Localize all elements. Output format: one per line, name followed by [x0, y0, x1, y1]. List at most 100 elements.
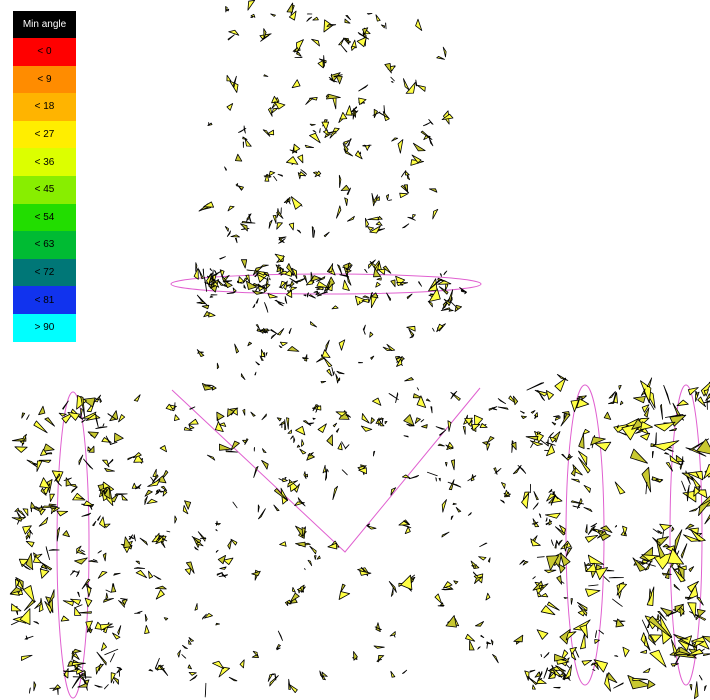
mesh-element — [95, 413, 108, 430]
mesh-element — [265, 283, 278, 299]
mesh-element — [274, 299, 285, 307]
mesh-element — [206, 269, 214, 289]
mesh-element — [366, 12, 373, 15]
mesh-element — [270, 13, 276, 17]
mesh-element — [72, 492, 86, 501]
mesh-element — [603, 576, 624, 583]
mesh-element — [268, 170, 278, 182]
mesh-element — [294, 497, 306, 507]
mesh-element — [182, 500, 192, 515]
mesh-element — [685, 438, 710, 457]
mesh-element — [652, 450, 654, 459]
mesh-element — [46, 470, 64, 494]
mesh-element — [203, 310, 216, 318]
mesh-element — [257, 504, 266, 520]
mesh-element — [354, 292, 373, 306]
mesh-element — [321, 119, 330, 131]
mesh-element — [277, 630, 283, 641]
mesh-element — [139, 537, 148, 546]
mesh-element — [587, 554, 604, 565]
mesh-element — [689, 507, 699, 512]
mesh-element — [616, 581, 627, 599]
mesh-element — [207, 122, 213, 126]
mesh-element — [279, 541, 287, 547]
mesh-element — [651, 476, 664, 483]
mesh-element — [416, 387, 420, 391]
mesh-element — [240, 220, 256, 232]
mesh-element — [425, 398, 431, 402]
mesh-element — [314, 286, 324, 296]
mesh-element — [459, 287, 467, 295]
mesh-element — [56, 510, 69, 517]
mesh-element — [20, 654, 33, 661]
mesh-element — [78, 454, 94, 470]
mesh-element — [700, 382, 710, 397]
mesh-element — [416, 84, 426, 92]
mesh-element — [321, 339, 331, 358]
mesh-element — [155, 488, 162, 495]
mesh-element — [105, 592, 109, 600]
mesh-element — [18, 558, 31, 571]
mesh-element — [263, 74, 269, 77]
mesh-element — [92, 516, 106, 529]
mesh-element — [545, 390, 554, 401]
mesh-element — [284, 599, 292, 606]
mesh-element — [686, 648, 704, 657]
mesh-element — [670, 663, 679, 667]
mesh-element — [614, 481, 626, 495]
mesh-element — [681, 480, 701, 497]
mesh-element — [198, 201, 215, 212]
mesh-element — [437, 277, 447, 282]
mesh-element — [357, 464, 367, 476]
mesh-element — [532, 502, 539, 510]
mesh-element — [672, 603, 685, 617]
mesh-element — [39, 477, 51, 496]
mesh-element — [462, 426, 466, 435]
mesh-element — [250, 13, 256, 19]
mesh-element — [148, 570, 154, 579]
mesh-element — [400, 574, 415, 590]
mesh-element — [485, 592, 491, 601]
mesh-element — [152, 468, 169, 484]
mesh-element — [648, 615, 673, 645]
mesh-element — [561, 411, 570, 421]
mesh-element — [159, 485, 168, 497]
mesh-element — [287, 345, 300, 352]
mesh-element — [648, 633, 656, 646]
mesh-element — [540, 593, 549, 598]
mesh-element — [269, 277, 271, 281]
mesh-element — [191, 536, 204, 551]
mesh-element — [247, 341, 253, 347]
mesh-element — [372, 108, 381, 119]
mesh-element — [285, 154, 304, 165]
mesh-element — [112, 625, 122, 640]
mesh-element — [366, 226, 375, 231]
mesh-element — [109, 653, 115, 663]
legend-item: < 45 — [13, 175, 76, 204]
mesh-element — [500, 482, 506, 489]
mesh-element — [384, 63, 396, 74]
mesh-element — [422, 119, 434, 127]
min-angle-legend: Min angle < 0 < 9 < 18 < 27 < 36 < 45 < 54 < 63… — [13, 11, 76, 342]
mesh-element — [97, 515, 101, 521]
mesh-element — [102, 552, 107, 562]
mesh-element — [232, 501, 238, 509]
mesh-element — [252, 298, 269, 313]
mesh-element — [536, 556, 545, 558]
mesh-element — [579, 624, 588, 650]
mesh-element — [406, 293, 413, 300]
mesh-element — [326, 367, 335, 377]
mesh-element — [21, 412, 30, 420]
mesh-element — [473, 573, 484, 584]
mesh-element — [227, 29, 240, 41]
mesh-element — [412, 130, 433, 152]
mesh-element — [540, 652, 550, 659]
mesh-element — [306, 452, 315, 461]
mesh-element — [450, 515, 454, 520]
mesh-element — [633, 395, 646, 404]
mesh-element — [309, 321, 318, 328]
mesh-element — [237, 274, 251, 284]
mesh-element — [215, 520, 221, 532]
